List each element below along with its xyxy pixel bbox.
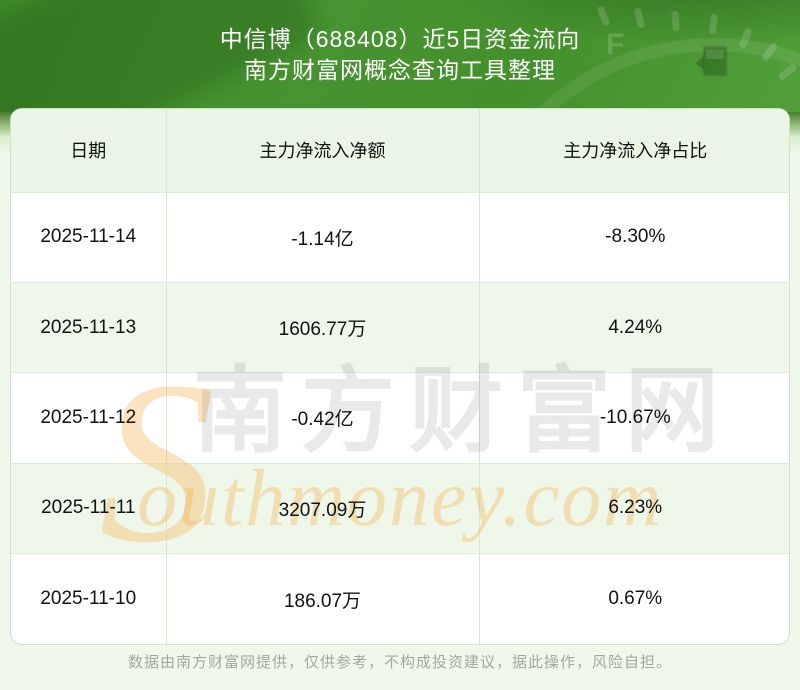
cell-date: 2025-11-12 — [11, 372, 167, 464]
cell-ratio: -8.30% — [605, 226, 666, 248]
table-row: 2025-11-10 186.07万 0.67% — [11, 553, 789, 644]
cell-amount: 3207.09万 — [166, 463, 480, 554]
cell-ratio: -10.67% — [599, 406, 671, 428]
fund-flow-table: 日期 主力净流入净额 主力净流入净占比 2025-11-14 -1.14亿 -8.3… — [11, 109, 789, 644]
cell-amount: -1.14亿 — [166, 192, 480, 283]
cell-date: 2025-11-14 — [11, 192, 167, 283]
cell-amount: 1606.77万 — [166, 282, 480, 373]
cell-ratio: 0.67% — [608, 588, 663, 610]
header-banner: F 中信博（688408）近5日资金流向 南方财富网概念查询工具整理 — [0, 0, 800, 126]
fund-flow-card: 日期 主力净流入净额 主力净流入净占比 2025-11-14 -1.14亿 -8.3… — [10, 108, 790, 645]
page-title: 中信博（688408）近5日资金流向 — [219, 26, 581, 52]
table-row: 2025-11-13 1606.77万 4.24% — [11, 282, 789, 373]
gauge-letter-f: F — [606, 28, 625, 61]
col-header-ratio: 主力净流入净占比 — [563, 141, 708, 162]
cell-amount: 186.07万 — [166, 553, 480, 644]
page-subtitle: 南方财富网概念查询工具整理 — [244, 57, 556, 83]
table-row: 2025-11-12 -0.42亿 -10.67% — [11, 372, 789, 464]
cell-date: 2025-11-10 — [11, 553, 167, 644]
cell-ratio: 6.23% — [608, 497, 663, 519]
cell-amount: -0.42亿 — [166, 372, 480, 464]
table-row: 2025-11-14 -1.14亿 -8.30% — [11, 192, 789, 283]
table-header: 日期 主力净流入净额 主力净流入净占比 — [11, 109, 789, 192]
fuel-pump-icon — [695, 45, 728, 77]
table-body: 2025-11-14 -1.14亿 -8.30% 2025-11-13 1606.77万… — [11, 192, 789, 644]
cell-date: 2025-11-13 — [11, 282, 167, 373]
disclaimer-text: 数据由南方财富网提供，仅供参考，不构成投资建议，据此操作，风险自担。 — [127, 654, 672, 671]
header-row: 日期 主力净流入净额 主力净流入净占比 — [11, 109, 789, 192]
col-header-amount: 主力净流入净额 — [166, 109, 480, 192]
cell-ratio: 4.24% — [608, 316, 663, 338]
col-header-date: 日期 — [11, 109, 167, 192]
table-row: 2025-11-11 3207.09万 6.23% — [11, 463, 789, 554]
cell-date: 2025-11-11 — [11, 463, 167, 554]
